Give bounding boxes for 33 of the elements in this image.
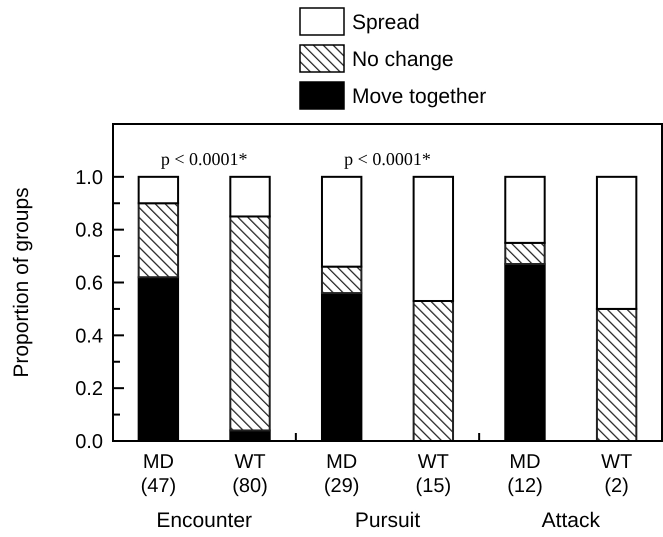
text: Pursuit (354, 509, 420, 532)
legend-label: Move together (352, 85, 486, 108)
bar (229, 215, 271, 432)
bar (320, 266, 362, 294)
x-tick-label: MD (29) (324, 451, 360, 497)
x-tick-label: WT (2) (601, 451, 632, 497)
bar (596, 308, 638, 442)
bar (412, 300, 454, 442)
y-tick-label: 0.0 (75, 431, 103, 453)
bar (138, 176, 180, 204)
bar (412, 176, 454, 302)
annotation: p < 0.0001* (160, 148, 248, 169)
y-tick-label: 0.4 (75, 325, 103, 348)
x-tick-label: WT (15) (416, 451, 452, 497)
text: Encounter (156, 509, 252, 532)
y-tick-label: 1.0 (75, 166, 103, 189)
bar (504, 242, 546, 266)
x-tick-label: MD (47) (140, 451, 176, 497)
y-tick-label: 0.6 (75, 272, 103, 294)
bar (138, 202, 180, 278)
bar (229, 176, 271, 218)
legend-label: No change (352, 48, 454, 71)
x-tick-label: WT (80) (232, 451, 268, 497)
bar (596, 176, 638, 310)
bar (504, 176, 546, 244)
bar (320, 176, 362, 268)
y-axis-title: Proportion of groups (10, 187, 33, 378)
annotation: p < 0.0001* (344, 148, 431, 169)
y-tick-label: 0.8 (75, 220, 103, 242)
text: Attack (542, 509, 600, 532)
x-tick-label: MD (12) (507, 451, 543, 497)
y-tick-label: 0.2 (75, 378, 103, 400)
legend-label: Spread (352, 11, 420, 34)
